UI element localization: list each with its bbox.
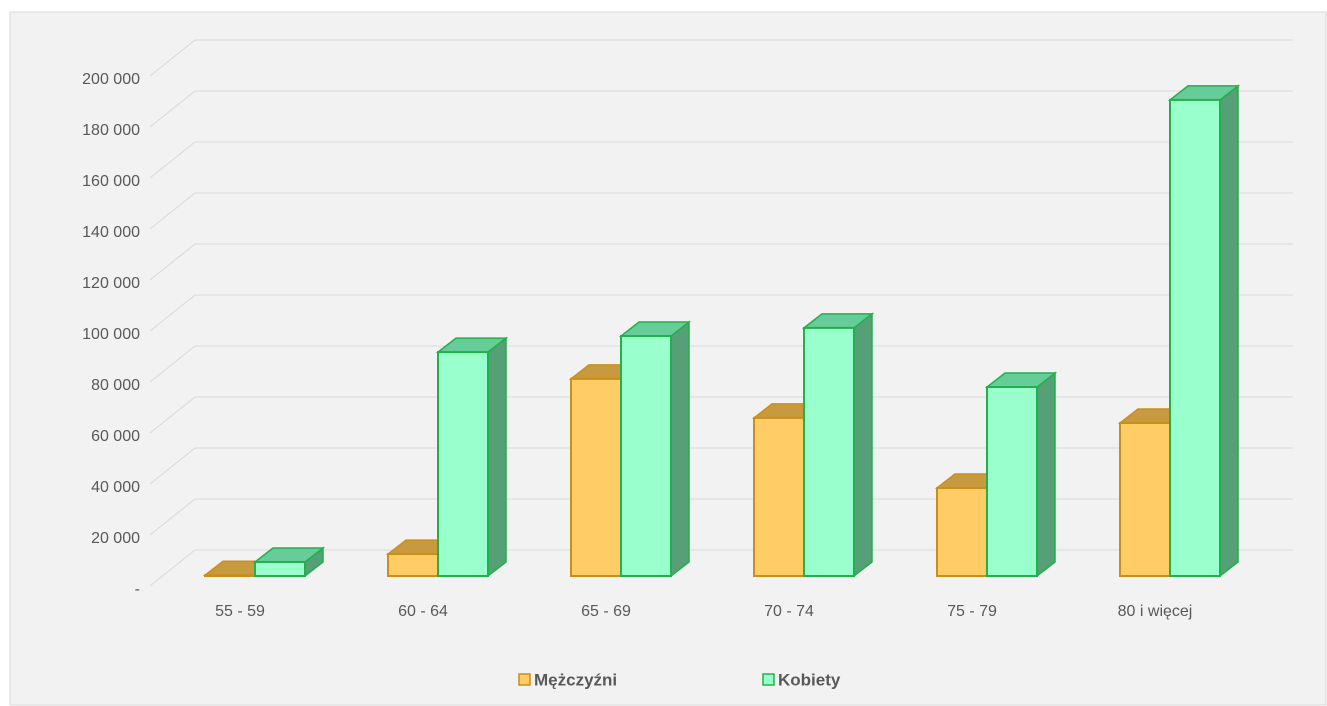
grid-line — [149, 549, 196, 587]
y-tick-label: 80 000 — [91, 377, 140, 394]
legend-label: Kobiety — [778, 670, 841, 689]
y-tick-label: 20 000 — [91, 530, 140, 547]
bar — [387, 553, 439, 578]
bar — [620, 335, 672, 578]
x-tick-label: 55 - 59 — [215, 603, 265, 620]
grid-line — [149, 294, 196, 332]
x-tick-label: 75 - 79 — [947, 603, 997, 620]
legend-label: Mężczyźni — [534, 670, 617, 689]
bar — [570, 377, 622, 578]
x-tick-label: 60 - 64 — [398, 603, 448, 620]
bar — [936, 487, 988, 577]
x-tick-label: 65 - 69 — [581, 603, 631, 620]
bar — [254, 560, 306, 577]
grid-line — [149, 141, 196, 179]
grid-line — [149, 498, 196, 536]
legend-swatch — [518, 673, 531, 686]
y-tick-label: 40 000 — [91, 479, 140, 496]
grid-line — [149, 243, 196, 281]
bar-side — [853, 312, 873, 578]
grid-line — [149, 39, 196, 77]
bar-side — [1036, 371, 1056, 578]
bar — [803, 326, 855, 578]
y-tick-label: 60 000 — [91, 428, 140, 445]
bar — [1119, 422, 1171, 577]
y-tick-label: 200 000 — [82, 71, 140, 88]
bar — [1169, 98, 1221, 577]
legend-swatch — [762, 673, 775, 686]
x-tick-label: 80 i więcej — [1118, 603, 1193, 620]
bar — [437, 351, 489, 577]
bar-side — [670, 320, 690, 578]
bar-side — [487, 336, 507, 578]
grid-line — [149, 90, 196, 128]
bar — [986, 386, 1038, 578]
y-tick-label: 100 000 — [82, 326, 140, 343]
y-tick-label: 180 000 — [82, 122, 140, 139]
grid-line — [149, 345, 196, 383]
y-tick-label: 120 000 — [82, 275, 140, 292]
y-tick-label: - — [135, 581, 140, 598]
bar-side — [1219, 84, 1239, 578]
grid-line — [149, 396, 196, 434]
grid-line — [149, 447, 196, 485]
grid-line — [149, 192, 196, 230]
bar — [753, 416, 805, 577]
x-tick-label: 70 - 74 — [764, 603, 814, 620]
y-tick-label: 160 000 — [82, 173, 140, 190]
bar — [204, 574, 256, 577]
y-tick-label: 140 000 — [82, 224, 140, 241]
